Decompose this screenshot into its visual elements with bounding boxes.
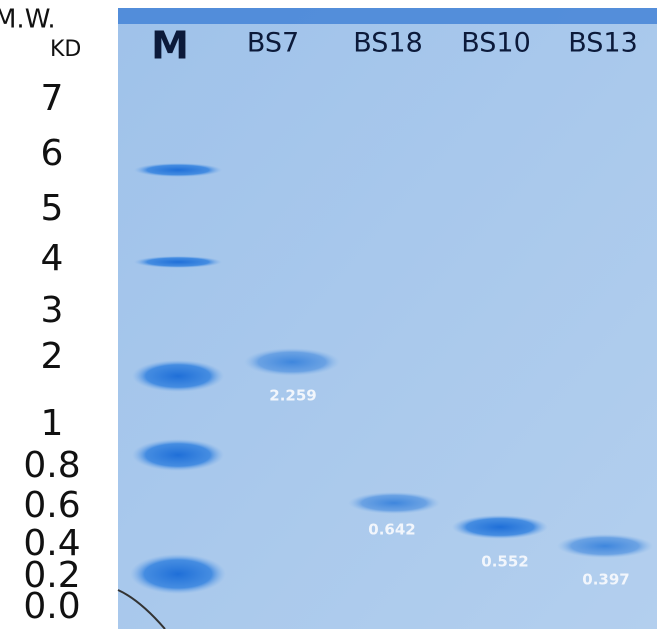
lane-label: M <box>151 24 189 68</box>
axis-title: M.W. <box>0 5 56 35</box>
page: M.W. KD 76543210.80.60.40.20.0 MBS72.259… <box>0 0 657 629</box>
tick-label: 0.8 <box>23 445 80 486</box>
wells <box>118 8 657 24</box>
tick-label: 6 <box>41 133 64 174</box>
tick-label: 0.6 <box>23 485 80 526</box>
sample-band <box>557 534 653 558</box>
lane-label: BS13 <box>568 28 638 59</box>
lane-label: BS10 <box>461 28 531 59</box>
sample-band <box>452 515 548 539</box>
tick-label: 2 <box>41 336 64 377</box>
band-label: 0.397 <box>582 571 629 589</box>
sample-band <box>244 348 340 376</box>
marker-band <box>132 439 224 471</box>
tick-label: 7 <box>41 78 64 119</box>
tick-label: 3 <box>41 290 64 331</box>
lane-label: BS18 <box>353 28 423 59</box>
marker-band <box>134 163 222 177</box>
sample-band <box>348 492 440 514</box>
gel-figure: M.W. KD 76543210.80.60.40.20.0 MBS72.259… <box>0 0 657 629</box>
tick-label: 0.0 <box>23 586 80 627</box>
lane-label: BS7 <box>247 28 299 59</box>
tick-label: 1 <box>41 403 64 444</box>
tick-label: 5 <box>41 188 64 229</box>
band-label: 0.642 <box>368 521 415 539</box>
marker-band <box>132 360 224 392</box>
marker-band <box>130 554 226 594</box>
tick-label: 4 <box>41 238 64 279</box>
marker-band <box>134 256 222 268</box>
band-label: 0.552 <box>481 553 528 571</box>
axis-unit: KD <box>50 37 81 62</box>
band-label: 2.259 <box>269 387 316 405</box>
